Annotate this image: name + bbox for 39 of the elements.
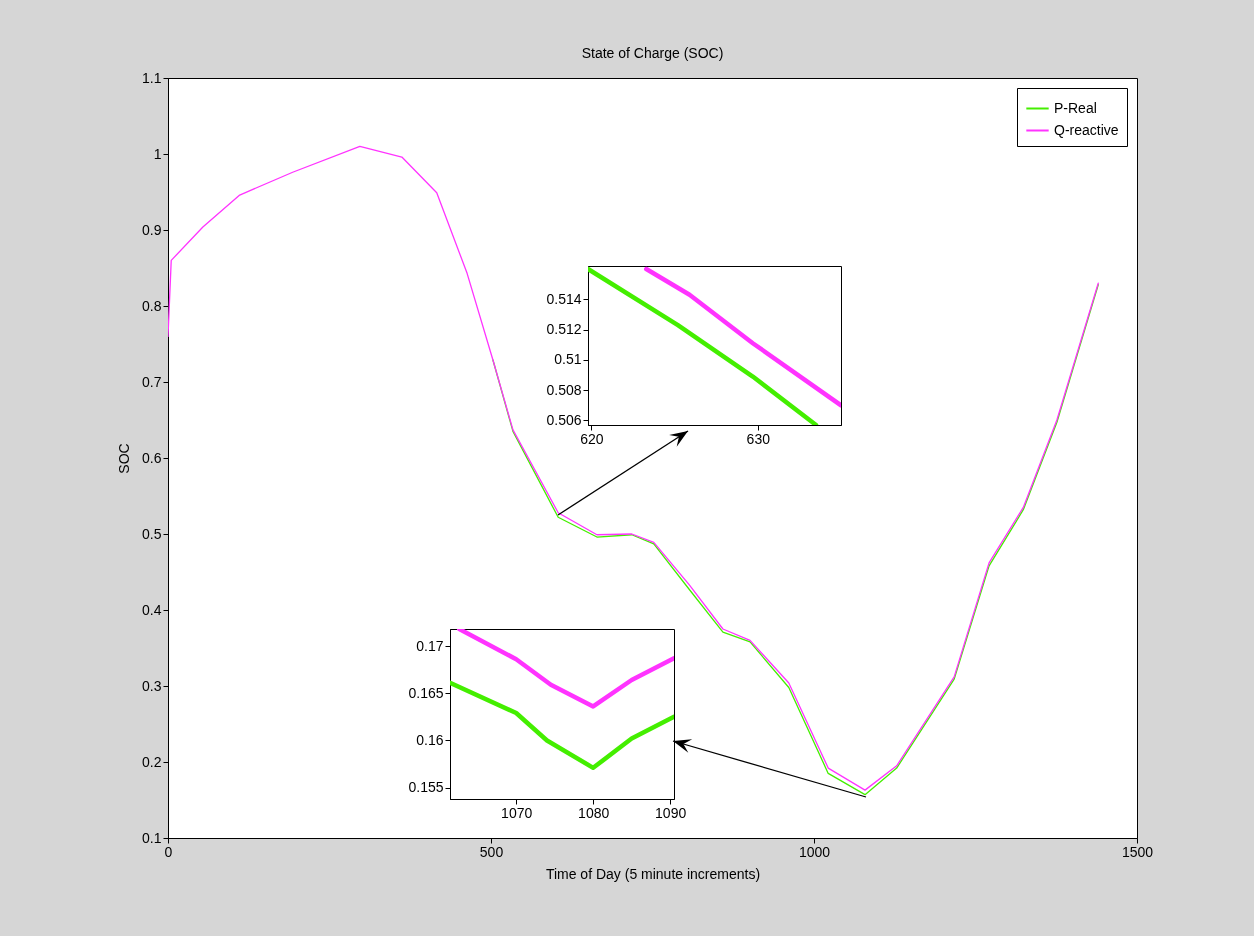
x-tick-label: 1500 — [1121, 843, 1154, 860]
legend-label: P-Real — [1054, 99, 1097, 116]
x-tick-label: 0 — [164, 843, 173, 860]
x-tick-label: 1080 — [578, 804, 610, 821]
y-tick-label: 0.7 — [142, 373, 162, 390]
x-tick-label: 1070 — [501, 804, 533, 821]
y-tick-label: 0.506 — [546, 411, 582, 428]
line-series — [644, 266, 841, 408]
y-tick-label: 0.3 — [142, 677, 162, 694]
x-tick-label: 1090 — [655, 804, 687, 821]
y-tick-label: 0.8 — [142, 297, 162, 314]
y-tick-label: 0.6 — [142, 449, 162, 466]
y-tick-label: 0.512 — [546, 321, 582, 338]
y-tick-label: 0.5 — [142, 525, 162, 542]
y-tick-label: 0.2 — [142, 753, 162, 770]
y-tick-label: 1 — [153, 145, 162, 162]
legend-label: Q-reactive — [1054, 121, 1119, 138]
line-series — [450, 680, 674, 771]
line-series — [492, 284, 1099, 796]
y-tick-label: 0.17 — [416, 637, 444, 654]
y-tick-label: 0.508 — [546, 381, 582, 398]
y-tick-label: 0.1 — [142, 829, 162, 846]
chart-title: State of Charge (SOC) — [581, 45, 724, 61]
line-series — [168, 145, 1099, 791]
y-tick-label: 0.9 — [142, 221, 162, 238]
line-series — [456, 629, 674, 709]
y-tick-label: 0.51 — [554, 351, 582, 368]
y-tick-label: 0.514 — [546, 290, 582, 307]
y-tick-label: 0.155 — [408, 779, 444, 796]
y-tick-label: 0.165 — [408, 684, 444, 701]
y-axis-title: SOC — [116, 443, 133, 474]
x-tick-label: 620 — [580, 430, 604, 447]
x-tick-label: 500 — [479, 843, 504, 860]
y-tick-label: 0.16 — [416, 731, 444, 748]
x-tick-label: 630 — [746, 430, 771, 447]
y-tick-label: 0.4 — [142, 601, 162, 618]
y-tick-label: 1.1 — [142, 69, 162, 86]
x-tick-label: 1000 — [798, 843, 831, 860]
x-axis-title: Time of Day (5 minute increments) — [545, 865, 761, 882]
